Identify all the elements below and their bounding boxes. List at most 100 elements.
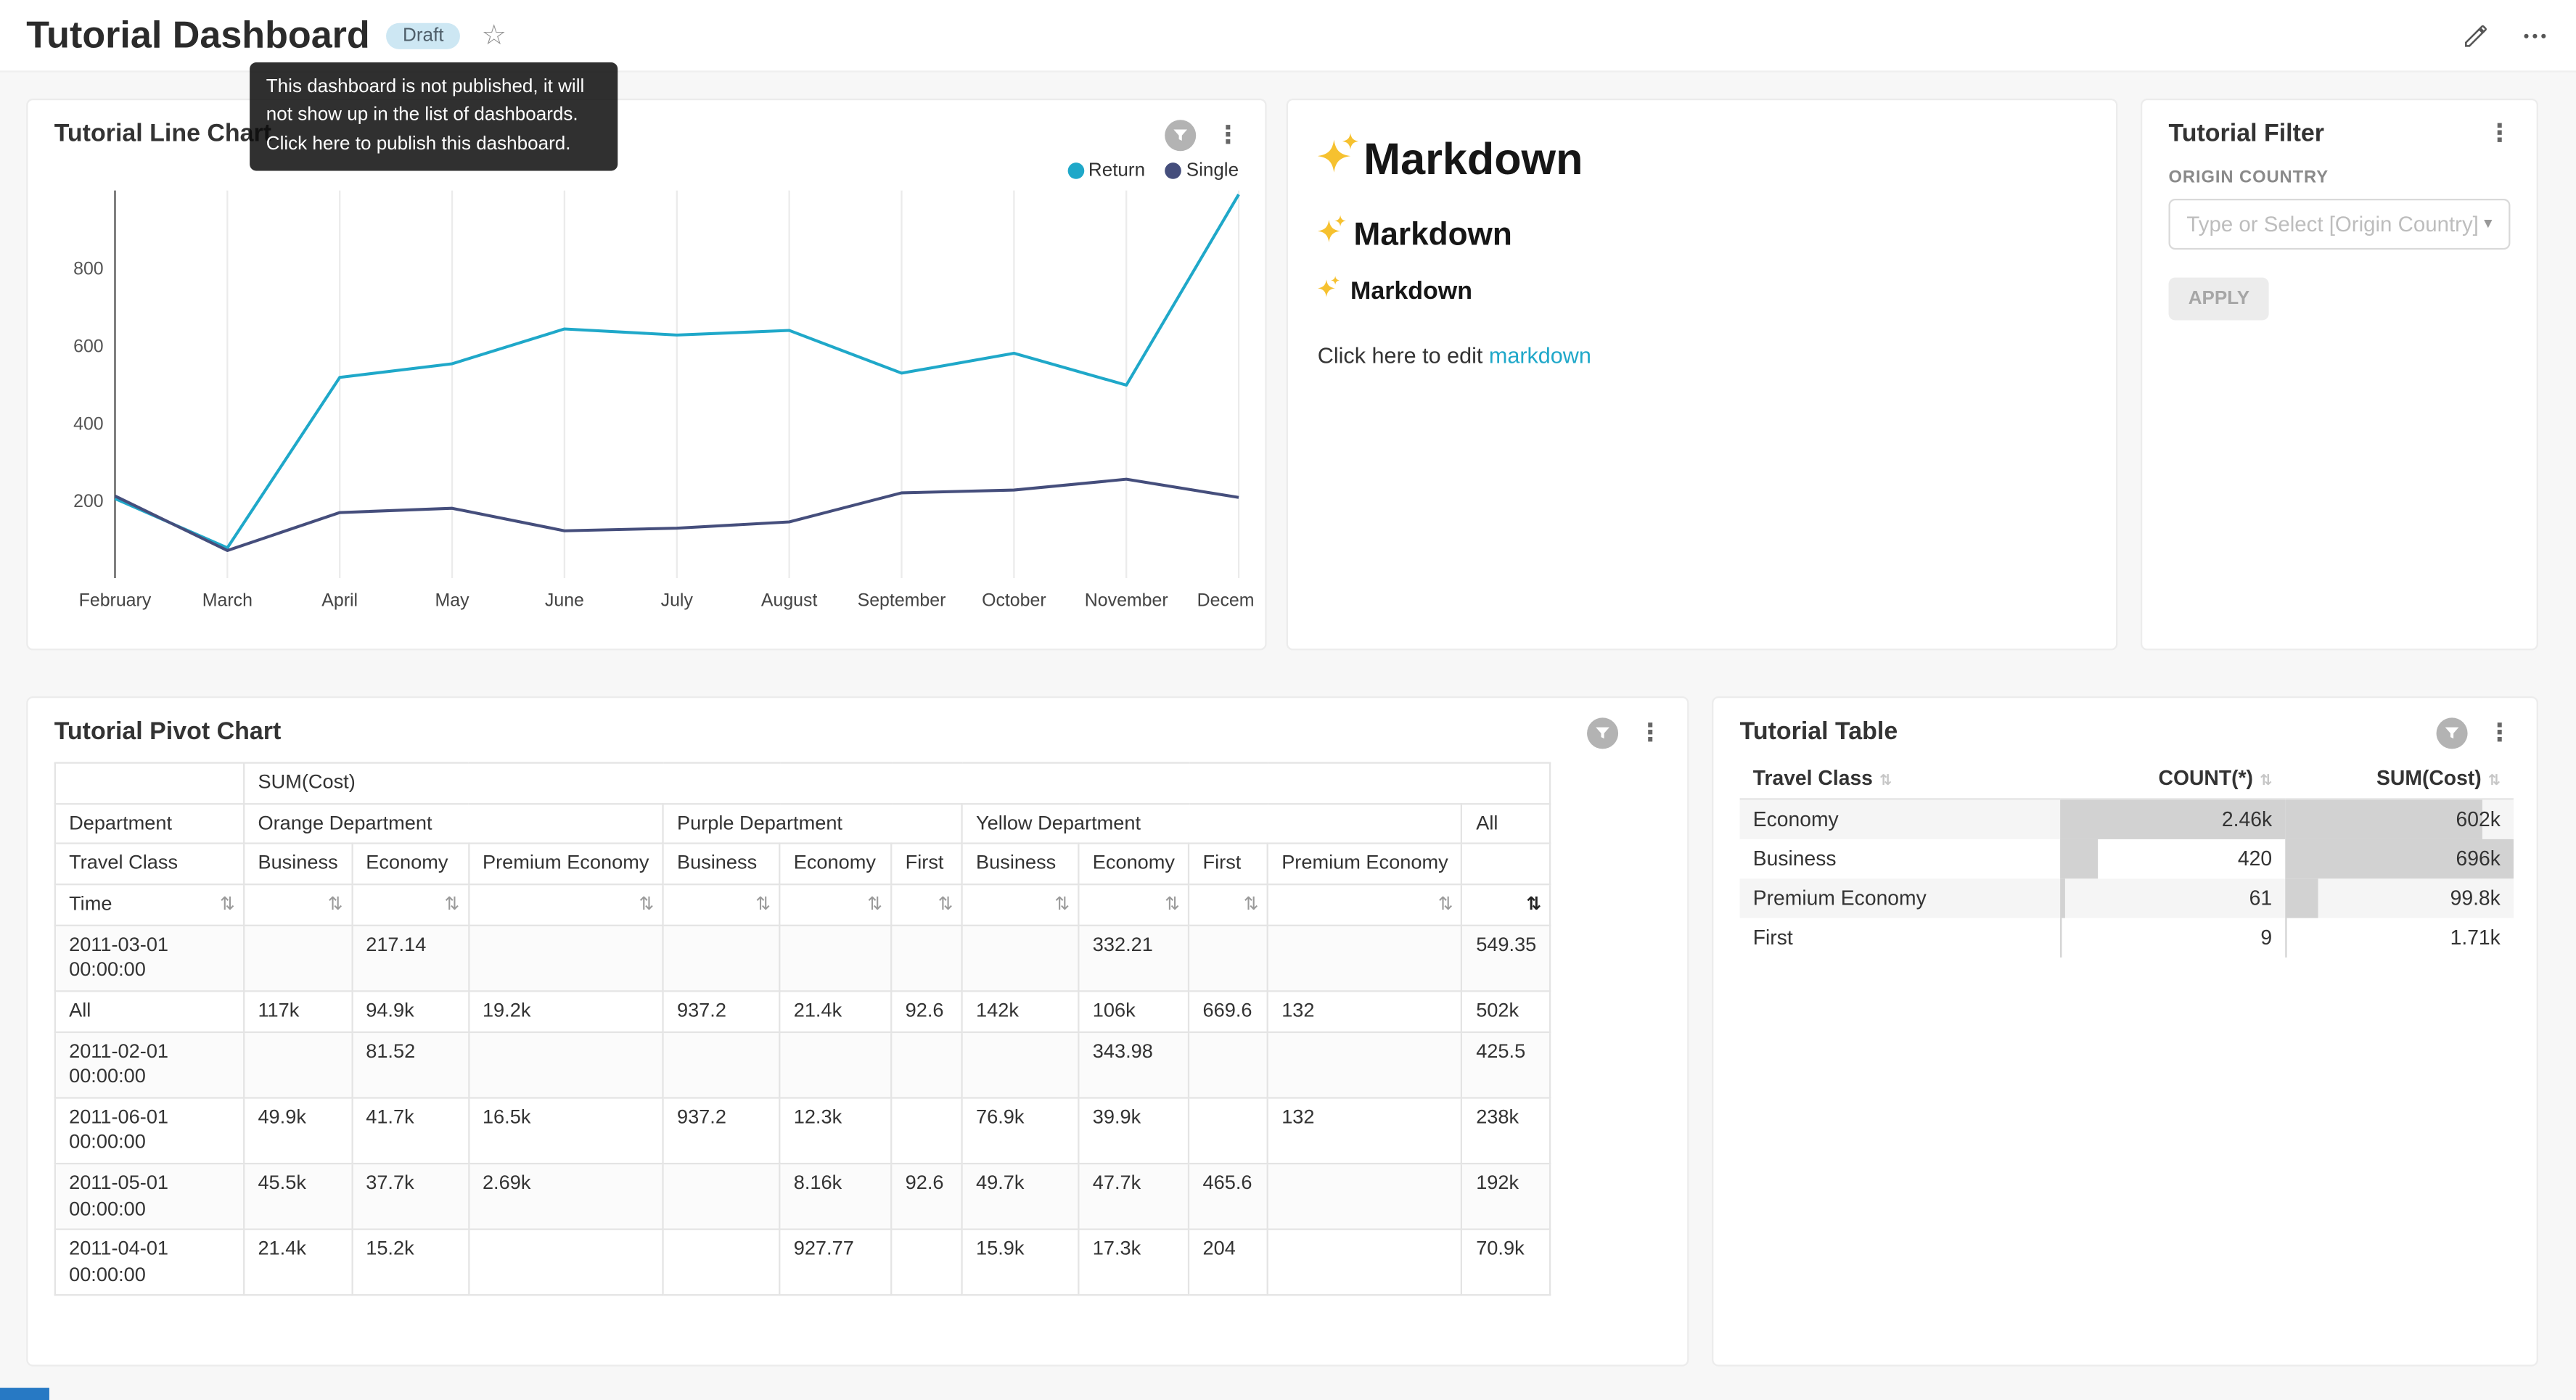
draft-badge[interactable]: Draft [386,22,461,49]
pivot-sort-cell: ⇅ [1461,883,1551,926]
markdown-heading-1: Markdown [1317,133,2087,187]
pivot-sort-cell: ⇅ [1078,883,1190,926]
pivot-class-header: Premium Economy [467,842,664,885]
count-cell: 420 [2060,838,2285,878]
sort-icon[interactable]: ⇅ [1879,772,1892,788]
column-header-travel-class[interactable]: Travel Class ⇅ [1739,758,2061,800]
line-chart[interactable]: 200 400 600 800 February March April May June Jul… [41,181,1266,621]
pivot-value-cell [467,1030,664,1099]
pivot-value-cell: 15.2k [350,1228,469,1297]
sort-icon[interactable]: ⇅ [938,894,953,915]
svg-text:200: 200 [73,491,104,511]
pivot-value-cell: 76.9k [961,1096,1080,1165]
filter-body: ORIGIN COUNTRY Type or Select [Origin Co… [2142,148,2536,321]
kebab-menu-icon[interactable]: ⋮ [1638,719,1663,748]
sort-icon[interactable]: ⇅ [639,894,655,915]
pivot-value-cell [890,1228,963,1297]
markdown-card[interactable]: Markdown Markdown Markdown Click here to… [1286,98,2118,651]
filter-indicator-icon[interactable] [2436,717,2468,749]
more-menu-icon[interactable] [2520,20,2550,50]
pivot-value-cell [1188,1096,1269,1165]
sort-icon[interactable]: ⇅ [1054,894,1070,915]
pivot-row-header: 2011-05-01 00:00:00 [54,1162,245,1231]
publish-tooltip[interactable]: This dashboard is not published, it will… [250,62,618,170]
kebab-menu-icon[interactable]: ⋮ [1215,121,1241,150]
kebab-menu-icon[interactable]: ⋮ [2487,719,2512,748]
pivot-blank-cell [54,762,245,804]
filter-indicator-icon[interactable] [1587,717,1619,749]
pivot-row: All 117k 94.9k 19.2k 937.2 21.4k 92.6 142k 106k 6… [54,990,1551,1033]
sort-icon[interactable]: ⇅ [2260,772,2273,788]
card-actions: ⋮ [1165,120,1245,152]
card-title: Tutorial Table [1739,717,1898,746]
pivot-value-cell [243,924,353,992]
sort-icon[interactable]: ⇅ [1164,894,1180,915]
pivot-value-cell: 204 [1188,1228,1269,1297]
tooltip-line: not show up in the list of dashboards. [266,105,578,125]
favorite-star-icon[interactable]: ☆ [481,20,507,52]
pivot-sort-cell: ⇅ [1188,883,1269,926]
table-row[interactable]: Business 420 696k [1740,838,2514,878]
sort-icon[interactable]: ⇅ [867,894,882,915]
legend-item[interactable]: Single [1165,161,1239,181]
sum-cost-cell: 602k [2285,799,2514,839]
svg-text:February: February [79,590,152,610]
filter-field-label: ORIGIN COUNTRY [2168,167,2329,188]
sort-icon[interactable]: ⇅ [755,894,771,915]
pivot-value-cell [1266,924,1464,992]
pivot-class-row: Travel Class Business Economy Premium Econo… [54,842,1551,885]
pivot-metric-header: SUM(Cost) [243,762,1551,804]
legend-item[interactable]: Return [1067,161,1145,181]
sort-icon[interactable]: ⇅ [1243,894,1259,915]
column-header-sum-cost[interactable]: SUM(Cost) ⇅ [2285,758,2514,800]
data-table: Travel Class ⇅ COUNT(*) ⇅ SUM(Cost) ⇅ Economy 2… [1739,758,2514,957]
table-row[interactable]: First 9 1.71k [1740,917,2514,957]
markdown-heading-2: Markdown [1317,215,2087,255]
count-cell: 2.46k [2060,799,2286,839]
line-chart-legend: Return Single [28,151,1265,181]
value-bar [2060,799,2286,839]
sort-icon[interactable]: ⇅ [327,894,343,915]
pivot-value-cell [779,1030,893,1099]
sort-icon[interactable]: ⇅ [1526,894,1542,915]
header-actions [2461,20,2550,50]
pivot-value-cell [662,1162,781,1231]
scroll-indicator[interactable] [0,1388,49,1400]
sparkles-icon [1317,215,1348,255]
value-bar [2060,838,2099,878]
pivot-value-cell: 41.7k [350,1096,469,1165]
pivot-class-header: Business [243,842,353,885]
pivot-row-header: All [54,990,245,1033]
table-header-row: Travel Class ⇅ COUNT(*) ⇅ SUM(Cost) ⇅ [1739,758,2514,800]
sort-icon[interactable]: ⇅ [444,894,460,915]
table-row[interactable]: Economy 2.46k 602k [1739,799,2514,839]
pivot-department-header: Orange Department [243,802,664,845]
apply-button[interactable]: APPLY [2168,277,2270,321]
sort-icon[interactable]: ⇅ [1437,894,1453,915]
pivot-value-cell: 92.6 [890,1162,963,1231]
edit-pencil-icon[interactable] [2461,20,2491,50]
sum-cost-cell: 99.8k [2285,878,2514,918]
markdown-paragraph: Click here to edit markdown [1317,343,1591,368]
card-actions: ⋮ [1587,717,1668,749]
table-row[interactable]: Premium Economy 61 99.8k [1739,878,2514,918]
pivot-value-cell: 937.2 [662,990,781,1033]
svg-text:800: 800 [73,259,104,279]
sort-icon[interactable]: ⇅ [219,894,235,915]
pivot-class-header: First [890,842,963,885]
origin-country-select[interactable]: Type or Select [Origin Country] ▾ [2168,198,2511,250]
kebab-menu-icon[interactable]: ⋮ [2487,120,2512,148]
sparkles-icon [1317,133,1361,187]
pivot-sort-cell: ⇅ [467,883,664,926]
sort-icon[interactable]: ⇅ [2487,772,2501,788]
pivot-sort-cell: ⇅ [350,883,469,926]
line-chart-card: Tutorial Line Chart ⋮ Return Single 200 40… [26,98,1267,651]
column-header-count[interactable]: COUNT(*) ⇅ [2060,758,2286,800]
card-actions: ⋮ [2482,120,2517,147]
filter-indicator-icon[interactable] [1165,120,1197,152]
pivot-value-cell [662,1228,781,1297]
markdown-edit-link[interactable]: markdown [1488,343,1591,368]
svg-text:600: 600 [73,336,104,356]
